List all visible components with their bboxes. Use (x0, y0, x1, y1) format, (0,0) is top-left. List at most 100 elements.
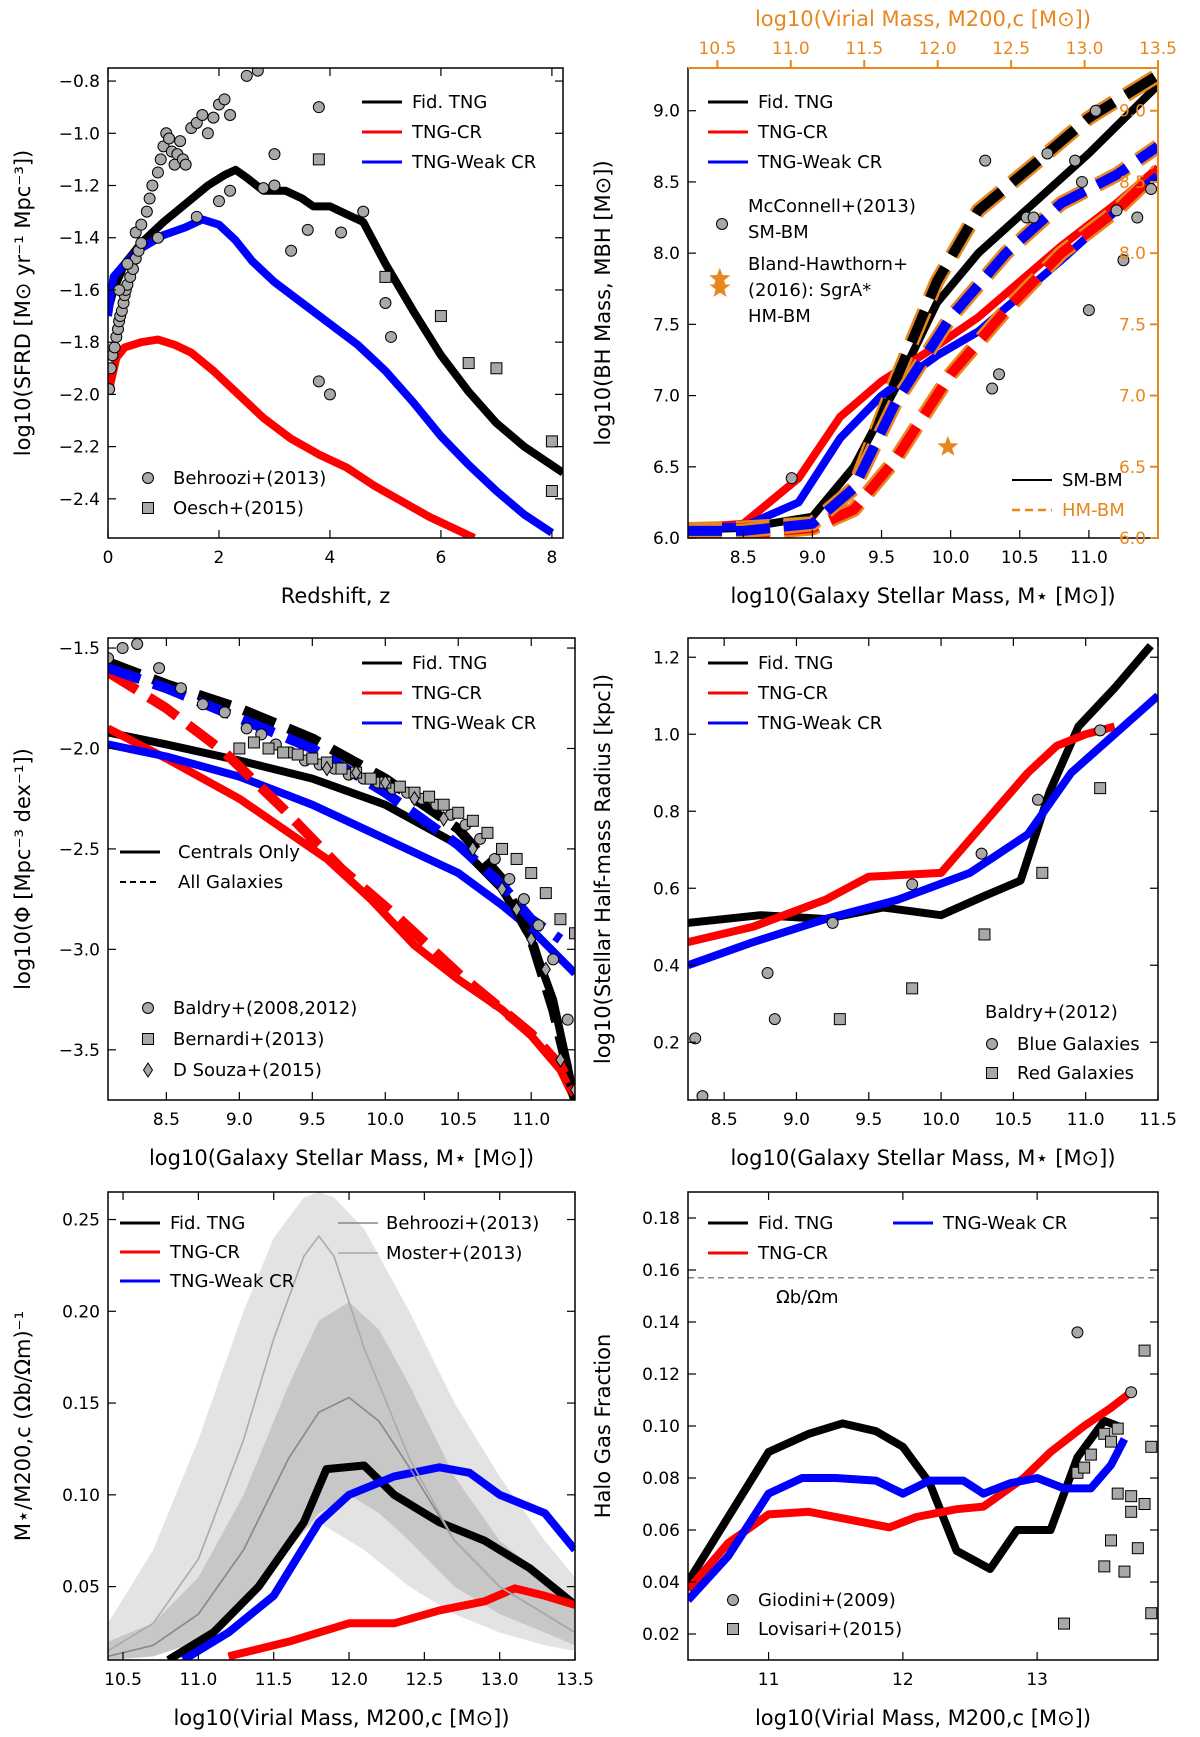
legend-label: Fid. TNG (758, 1213, 833, 1234)
legend-simulations-3: Fid. TNG TNG-CR TNG-Weak CR (362, 653, 536, 734)
x-tick-label: 2 (214, 548, 225, 568)
x-tick-label: 11.0 (179, 1670, 217, 1690)
data-point-diamond (569, 1082, 575, 1098)
data-point-diamond (321, 760, 333, 777)
plot-area (688, 643, 1158, 1100)
data-point-circle (906, 878, 919, 891)
data-point-circle (268, 179, 281, 192)
y-tick-label: 7.5 (653, 315, 680, 335)
y-tick-label: 0.05 (62, 1578, 100, 1598)
legend-style-2: SM-BM HM-BM (1012, 470, 1125, 521)
legend-label: SM-BM (748, 222, 809, 243)
legend-label: Moster+(2013) (386, 1243, 522, 1264)
data-point-circle (768, 1013, 781, 1026)
data-point-square (1145, 1607, 1158, 1620)
data-point-circle (1031, 793, 1044, 806)
y-tick-label: 0.20 (62, 1302, 100, 1322)
data-point-square (364, 772, 377, 785)
data-point-circle (140, 205, 153, 218)
data-point-circle (108, 652, 114, 665)
chart-panel-5: 10.5 11.0 11.5 12.0 12.5 13.0 13.5 0.05 0.10 0.15… (11, 1191, 594, 1730)
data-point-square (247, 736, 260, 749)
data-point-circle (1125, 1386, 1138, 1399)
data-point-circle (517, 893, 530, 906)
data-point-square (1125, 1490, 1138, 1503)
legend-label: SM-BM (1062, 470, 1123, 491)
top-x-tick-label: 12.5 (992, 39, 1030, 59)
y-tick-label: −2.4 (59, 490, 100, 510)
data-point-square (1105, 1534, 1117, 1547)
series-line-5 (688, 166, 1158, 538)
legend-label: TNG-Weak CR (411, 713, 536, 734)
data-point-circle (1075, 175, 1088, 188)
data-point-circle (257, 182, 270, 195)
y-tick-label: −3.0 (59, 940, 100, 960)
y-axis-label: M⋆/M200,c (Ωb/Ωm)⁻¹ (11, 1311, 35, 1541)
data-point-circle (1094, 724, 1107, 737)
series-line-1 (688, 643, 1154, 927)
legend-label: Fid. TNG (758, 653, 833, 674)
y-tick-label: 8.0 (653, 244, 680, 264)
data-point-square (437, 798, 450, 811)
legend-label: Fid. TNG (412, 653, 487, 674)
right-y-tick-label: 9.0 (1119, 102, 1146, 122)
series-line-5 (108, 1235, 575, 1652)
data-point-square (262, 742, 275, 755)
legend-models-5: Behroozi+(2013) Moster+(2013) (338, 1213, 539, 1264)
series-line-5 (108, 667, 575, 1097)
data-point-circle (384, 330, 397, 343)
y-tick-label: 0.14 (642, 1313, 680, 1333)
y-tick-label: 8.5 (653, 173, 680, 193)
legend-label: Centrals Only (178, 842, 300, 863)
series-line-2 (108, 724, 575, 1100)
legend-label: Oesch+(2015) (173, 498, 304, 519)
x-tick-label: 10.5 (439, 1110, 477, 1130)
legend-style-3: Centrals Only All Galaxies (120, 842, 300, 893)
data-point-diamond (540, 961, 551, 978)
data-point-circle (190, 210, 203, 223)
x-tick-label: 11.0 (512, 1110, 550, 1130)
series-line-2 (688, 1389, 1134, 1593)
data-point-circle (1110, 204, 1123, 217)
data-point-square (1078, 1461, 1091, 1474)
y-tick-label: 1.2 (653, 648, 680, 668)
baryon-fraction-label: Ωb/Ωm (776, 1287, 839, 1308)
right-y-tick-label: 8.5 (1119, 173, 1146, 193)
data-point-circle (240, 69, 253, 82)
top-x-tick-label: 13.0 (1066, 39, 1104, 59)
data-point-square (1131, 1542, 1144, 1555)
series-line-4 (688, 70, 1158, 535)
data-point-square (1058, 1617, 1070, 1630)
data-point-circle (212, 195, 225, 208)
plot-area (108, 1192, 575, 1660)
y-tick-label: −2.0 (59, 385, 100, 405)
legend-marker-circle (142, 1002, 154, 1014)
series-line-2 (108, 335, 476, 538)
legend-marker-diamond (142, 1062, 154, 1078)
legend-marker-circle (986, 1038, 998, 1050)
data-point-square (393, 780, 406, 793)
right-y-tick-label: 7.5 (1119, 315, 1146, 335)
series-line-1 (688, 82, 1158, 534)
x-axis-label: Redshift, z (281, 584, 391, 608)
data-point-circle (143, 192, 156, 205)
legend-observations-1: Behroozi+(2013) Oesch+(2015) (142, 468, 326, 519)
data-point-square (539, 887, 552, 900)
data-point-circle (163, 132, 176, 145)
legend-label: Fid. TNG (170, 1213, 245, 1234)
x-tick-label: 9.5 (855, 1110, 882, 1130)
y-tick-label: 0.6 (653, 879, 680, 899)
series-line-1 (108, 165, 563, 477)
y-tick-label: 0.04 (642, 1573, 680, 1593)
data-point-circle (224, 109, 237, 121)
y-axis-label: log10(SFRD [M⊙ yr⁻¹ Mpc⁻³]) (11, 150, 35, 456)
data-point-square (1138, 1498, 1151, 1510)
legend-label: TNG-CR (411, 683, 482, 704)
series-line-2 (227, 1584, 575, 1660)
data-point-circle (224, 184, 237, 197)
chart-panel-1: 0 2 4 6 8 −2.4 −2.2 −2.0 −1.8 −1.6 −1.4 −1.2 −1.0 −0.… (11, 67, 564, 608)
axes-frame (687, 637, 1159, 1101)
data-point-circle (135, 236, 148, 249)
data-point-square (233, 742, 246, 755)
x-tick-label: 9.0 (226, 1110, 253, 1130)
